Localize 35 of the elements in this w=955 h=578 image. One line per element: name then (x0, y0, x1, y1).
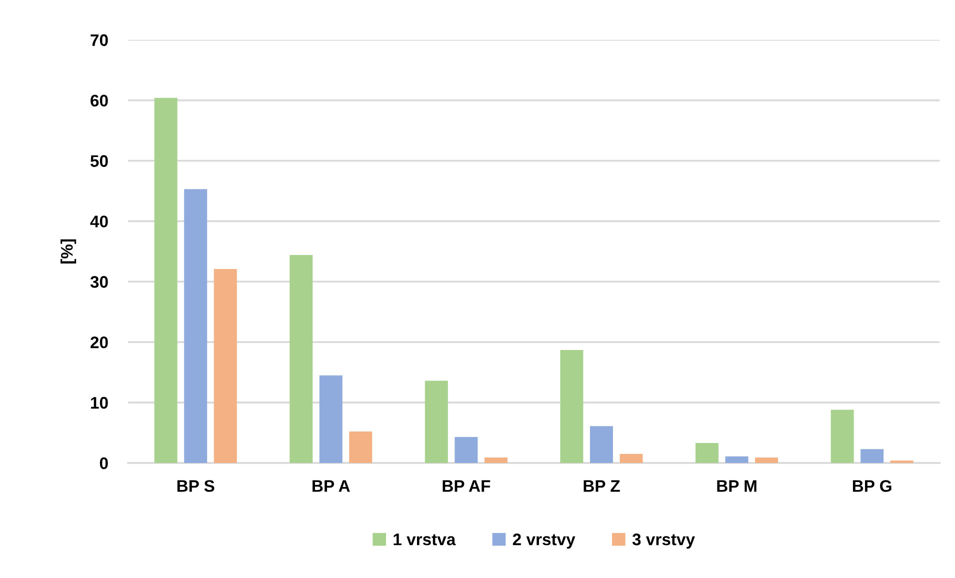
bar (725, 456, 748, 463)
bar (620, 454, 643, 463)
y-tick-label: 50 (90, 155, 108, 167)
y-tick-label: 30 (90, 276, 108, 288)
bar (319, 375, 342, 463)
x-tick-label: BP AF (442, 480, 490, 492)
bar (349, 432, 372, 463)
x-tick-label: BP A (312, 480, 350, 492)
y-tick-label: 40 (90, 216, 108, 228)
x-tick-label: BP M (717, 480, 756, 492)
x-tick-label: BP Z (584, 480, 620, 492)
bar (184, 189, 208, 463)
bar (590, 426, 613, 463)
bar (860, 449, 884, 463)
bar (755, 458, 778, 463)
bar (454, 436, 478, 463)
bar (154, 98, 178, 463)
y-tick-label: 10 (91, 396, 108, 409)
bar (560, 350, 584, 463)
legend-label: 3 vrstvy (632, 534, 695, 549)
y-tick-label: 60 (90, 94, 108, 107)
bar (214, 268, 237, 463)
y-tick-label: 0 (100, 457, 108, 470)
bar (424, 380, 448, 463)
x-tick-label: BP S (177, 480, 214, 492)
legend-label: 1 vrstva (394, 534, 456, 546)
x-tick-label: BP G (852, 480, 892, 492)
y-tick-label: 70 (90, 34, 108, 46)
y-tick-label: 20 (90, 336, 108, 348)
y-axis-title: [%] (60, 239, 76, 264)
bar (696, 443, 719, 463)
bar (830, 410, 854, 463)
bar (290, 255, 313, 463)
bar (484, 458, 508, 463)
legend-label: 2 vrstvy (512, 534, 576, 549)
